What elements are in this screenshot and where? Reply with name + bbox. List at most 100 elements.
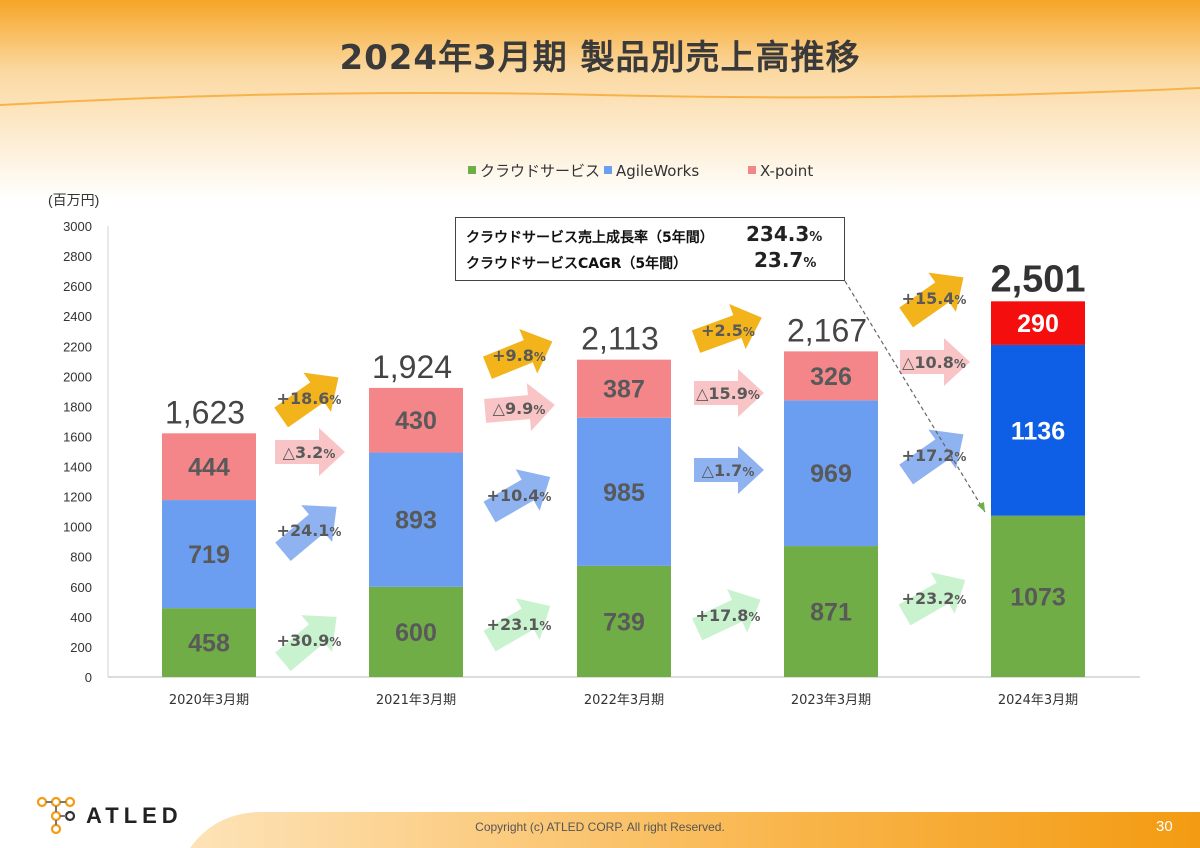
bar-segment-cloud-value: 600 xyxy=(395,619,437,647)
bar-segment-cloud xyxy=(784,546,878,677)
growth-rate-label-agile: △1.7% xyxy=(702,461,755,480)
growth-rate-label-cloud: +23.2% xyxy=(902,589,967,608)
y-tick-label: 2000 xyxy=(63,369,92,384)
legend-swatch xyxy=(604,166,612,174)
growth-arrow-icon xyxy=(275,428,345,476)
cagr-box: クラウドサービス売上成長率（5年間） 234.3% クラウドサービスCAGR（5… xyxy=(455,217,845,281)
growth-rate-label-agile: +24.1% xyxy=(277,521,342,540)
growth-rate-label-agile: +10.4% xyxy=(487,486,552,505)
page-number: 30 xyxy=(1156,818,1173,835)
cagr-leader-arrowhead xyxy=(977,502,985,512)
atled-logo-icon xyxy=(36,796,76,835)
y-tick-label: 2800 xyxy=(63,249,92,264)
legend-label: AgileWorks xyxy=(616,162,699,180)
growth-rate-label-cloud: +23.1% xyxy=(487,615,552,634)
cagr-rate-value: 23.7% xyxy=(754,248,817,272)
copyright-text: Copyright (c) ATLED CORP. All right Rese… xyxy=(475,820,725,834)
bar-segment-cloud-value: 458 xyxy=(188,630,230,658)
bar-segment-agileworks-value: 985 xyxy=(603,479,645,507)
legend-label: クラウドサービス xyxy=(480,162,600,180)
growth-arrow-icon xyxy=(483,598,551,652)
growth-arrow-icon xyxy=(275,505,337,562)
x-category-label: 2024年3月期 xyxy=(998,693,1078,708)
bar-segment-cloud-value: 871 xyxy=(810,599,852,627)
growth-rate-label-xpoint: △3.2% xyxy=(283,443,336,462)
growth-rate-label-xpoint: △10.8% xyxy=(902,353,966,372)
growth-rate-label-xpoint: △9.9% xyxy=(493,399,546,418)
growth-arrow-icon xyxy=(900,338,970,386)
growth-rate-label-xpoint: △15.9% xyxy=(696,384,760,403)
y-tick-label: 2400 xyxy=(63,309,92,324)
growth-arrow-icon xyxy=(484,383,555,432)
growth-arrow-icon xyxy=(691,304,762,353)
bar-segment-xpoint-value: 326 xyxy=(810,363,852,391)
y-tick-label: 1600 xyxy=(63,429,92,444)
y-tick-label: 1400 xyxy=(63,460,92,475)
bar-segment-agileworks xyxy=(369,452,463,587)
growth-arrow-icon xyxy=(898,572,966,626)
page-title: 2024年3月期 製品別売上高推移 xyxy=(339,38,861,78)
bar-segment-cloud-value: 739 xyxy=(603,608,645,636)
y-tick-label: 0 xyxy=(85,670,92,685)
cagr-leader-line xyxy=(844,280,986,513)
bar-segment-xpoint-value: 387 xyxy=(603,376,645,404)
x-category-label: 2022年3月期 xyxy=(584,693,664,708)
cagr-row-cagr: クラウドサービスCAGR（5年間） xyxy=(466,253,687,273)
header-background xyxy=(0,0,1200,200)
bar-segment-xpoint-value: 430 xyxy=(395,407,437,435)
y-tick-label: 3000 xyxy=(63,219,92,234)
y-tick-label: 200 xyxy=(70,640,92,655)
legend-swatch xyxy=(468,166,476,174)
cagr-rate-label: クラウドサービスCAGR（5年間） xyxy=(466,256,688,272)
bar-total-label: 2,501 xyxy=(990,258,1085,300)
bar-segment-cloud xyxy=(162,608,256,677)
x-category-label: 2020年3月期 xyxy=(169,693,249,708)
bar-segment-xpoint xyxy=(162,433,256,501)
bar-segment-agileworks-value: 969 xyxy=(810,460,852,488)
growth-rate-label-total: +15.4% xyxy=(902,289,967,308)
bar-segment-agileworks xyxy=(577,417,671,566)
growth-arrow-icon xyxy=(694,446,764,494)
bar-segment-xpoint-value: 444 xyxy=(188,454,230,482)
cagr-row-growth: クラウドサービス売上成長率（5年間） xyxy=(466,227,714,247)
bar-segment-cloud xyxy=(369,586,463,677)
atled-logo-text: ATLED xyxy=(86,803,183,828)
growth-arrow-icon xyxy=(483,469,551,523)
bar-segment-xpoint-value: 290 xyxy=(1017,310,1059,338)
legend-swatch xyxy=(748,166,756,174)
legend-label: X-point xyxy=(760,162,813,180)
bar-segment-agileworks xyxy=(784,400,878,547)
growth-rate-label-cloud: +17.8% xyxy=(696,606,761,625)
bar-total-label: 1,623 xyxy=(165,394,245,430)
bar-segment-xpoint xyxy=(577,359,671,418)
bar-segment-cloud xyxy=(577,565,671,677)
x-category-label: 2021年3月期 xyxy=(376,693,456,708)
bar-segment-agileworks xyxy=(991,344,1085,516)
x-category-label: 2023年3月期 xyxy=(791,693,871,708)
bar-total-label: 2,167 xyxy=(787,312,867,348)
growth-rate-label-total: +18.6% xyxy=(277,389,342,408)
y-tick-label: 1200 xyxy=(63,490,92,505)
y-tick-label: 1800 xyxy=(63,399,92,414)
bar-segment-agileworks xyxy=(162,500,256,609)
bar-segment-agileworks-value: 719 xyxy=(188,541,230,569)
y-axis-unit-label: (百万円) xyxy=(48,192,99,208)
y-tick-label: 400 xyxy=(70,610,92,625)
growth-arrow-icon xyxy=(274,372,339,428)
growth-rate-label-cloud: +30.9% xyxy=(277,631,342,650)
growth-rate-label-total: +2.5% xyxy=(701,321,755,340)
growth-arrow-icon xyxy=(694,369,764,417)
bar-segment-agileworks-value: 893 xyxy=(395,507,437,535)
y-tick-label: 1000 xyxy=(63,520,92,535)
stacked-bar-chart: 0 200 400 600 800 1000 1200 1400 1600 1800 2000 220… xyxy=(48,162,1140,708)
bar-segment-cloud xyxy=(991,515,1085,677)
growth-arrow-icon xyxy=(899,272,964,328)
growth-rate-label-total: +9.8% xyxy=(492,346,546,365)
bar-segment-xpoint xyxy=(784,351,878,401)
growth-arrow-icon xyxy=(692,589,761,641)
y-tick-label: 2200 xyxy=(63,339,92,354)
bar-segment-cloud-value: 1073 xyxy=(1010,583,1066,611)
bar-total-label: 1,924 xyxy=(372,349,452,385)
bar-segment-xpoint xyxy=(991,301,1085,345)
y-tick-label: 2600 xyxy=(63,279,92,294)
